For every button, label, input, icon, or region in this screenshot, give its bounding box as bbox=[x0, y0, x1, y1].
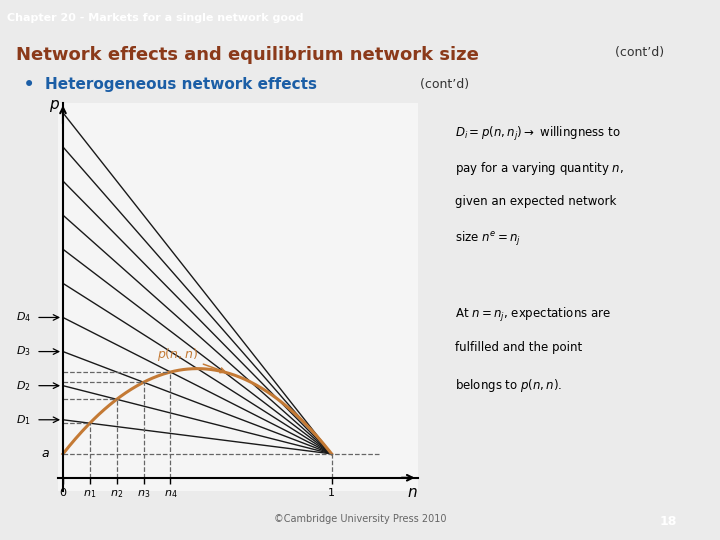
Text: Network effects and equilibrium network size: Network effects and equilibrium network … bbox=[16, 46, 479, 64]
Text: $D_2$: $D_2$ bbox=[16, 379, 31, 393]
Text: size $n^e = n_j$: size $n^e = n_j$ bbox=[455, 231, 521, 248]
Text: •: • bbox=[23, 75, 35, 95]
Text: $p(n,n)$: $p(n,n)$ bbox=[157, 346, 225, 373]
Text: Chapter 20 - Markets for a single network good: Chapter 20 - Markets for a single networ… bbox=[7, 12, 304, 23]
Text: $D_4$: $D_4$ bbox=[16, 310, 31, 325]
Text: given an expected network: given an expected network bbox=[455, 195, 616, 208]
Text: Heterogeneous network effects: Heterogeneous network effects bbox=[45, 78, 317, 92]
Text: pay for a varying quantity $n$,: pay for a varying quantity $n$, bbox=[455, 160, 624, 178]
Text: $p$: $p$ bbox=[50, 98, 60, 114]
Text: (cont’d): (cont’d) bbox=[416, 78, 469, 91]
Text: $D_1$: $D_1$ bbox=[16, 413, 31, 427]
Text: 18: 18 bbox=[659, 515, 677, 528]
Text: belongs to $p(n,n)$.: belongs to $p(n,n)$. bbox=[455, 377, 562, 394]
Text: $n$: $n$ bbox=[407, 484, 418, 500]
Text: At $n = n_j$, expectations are: At $n = n_j$, expectations are bbox=[455, 306, 611, 324]
Text: $D_i = p(n,n_j) \rightarrow$ willingness to: $D_i = p(n,n_j) \rightarrow$ willingness… bbox=[455, 125, 621, 144]
Text: $D_3$: $D_3$ bbox=[16, 345, 31, 359]
Text: fulfilled and the point: fulfilled and the point bbox=[455, 341, 582, 354]
Text: ©Cambridge University Press 2010: ©Cambridge University Press 2010 bbox=[274, 514, 446, 524]
Text: $a$: $a$ bbox=[41, 447, 50, 461]
Text: (cont’d): (cont’d) bbox=[611, 46, 664, 59]
